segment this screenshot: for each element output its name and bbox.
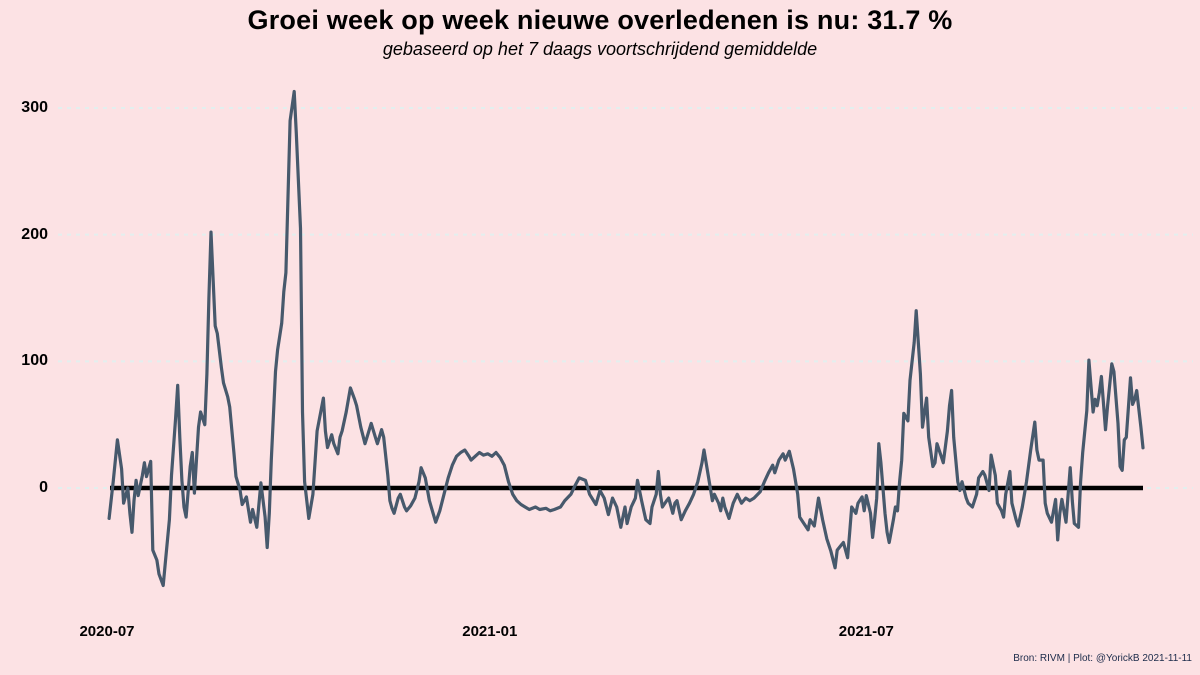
x-axis-tick-2021-07: 2021-07 (838, 623, 894, 640)
chart-title: Groei week op week nieuwe overledenen is… (247, 5, 953, 35)
chart-subtitle: gebaseerd op het 7 daags voortschrijdend… (382, 39, 818, 59)
x-axis-tick-2021-01: 2021-01 (462, 623, 518, 640)
y-axis-tick-300: 300 (21, 98, 48, 116)
source-attribution: Bron: RIVM | Plot: @YorickB 2021-11-11 (1013, 653, 1192, 664)
y-axis-tick-100: 100 (21, 352, 48, 370)
data-line-series (107, 89, 1145, 588)
x-axis-tick-2020-07: 2020-07 (79, 623, 135, 640)
y-axis-tick-200: 200 (21, 225, 48, 243)
y-axis-tick-0: 0 (39, 479, 48, 496)
